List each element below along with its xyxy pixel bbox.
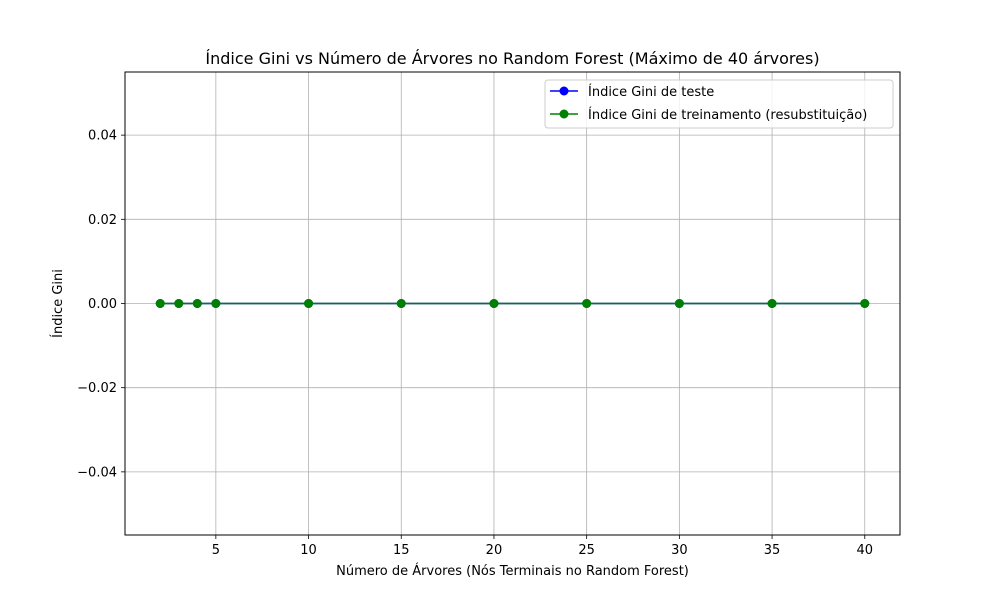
y-tick-label: 0.02 [88,213,117,228]
data-point-series-1 [304,299,314,308]
x-tick-label: 20 [486,543,503,558]
data-point-series-1 [174,299,184,308]
legend: Índice Gini de teste Índice Gini de trei… [544,79,894,129]
legend-box [544,79,894,129]
x-tick-label: 30 [671,543,688,558]
chart-title: Índice Gini vs Número de Árvores no Rand… [205,49,819,68]
x-tick-label: 35 [764,543,781,558]
y-axis-label: Índice Gini [50,269,66,338]
x-tick-label: 10 [300,543,317,558]
data-point-series-1 [192,299,202,308]
legend-label-test: Índice Gini de teste [588,84,714,100]
data-point-series-1 [582,299,592,308]
data-point-series-1 [674,299,684,308]
y-tick-label: −0.02 [77,381,117,396]
series-layer [155,299,870,308]
y-tick-label: 0.00 [88,297,117,312]
x-axis-label: Número de Árvores (Nós Terminais no Rand… [336,563,689,579]
data-point-series-1 [860,299,870,308]
legend-marker-train [559,109,569,119]
data-point-series-1 [396,299,406,308]
data-point-series-1 [211,299,221,308]
legend-label-train: Índice Gini de treinamento (resubstituiç… [588,107,867,123]
y-tick-label: 0.04 [88,129,117,144]
tick-layer: 5 10 15 20 25 30 35 40 −0.04 −0.02 0.00 0.02 0.04 [77,129,873,558]
x-tick-label: 25 [578,543,595,558]
x-tick-label: 40 [856,543,873,558]
x-tick-label: 5 [212,543,220,558]
data-point-series-1 [489,299,499,308]
legend-marker-test [559,86,569,96]
data-point-series-1 [767,299,777,308]
y-tick-label: −0.04 [77,465,117,480]
data-point-series-1 [155,299,165,308]
x-tick-label: 15 [393,543,410,558]
